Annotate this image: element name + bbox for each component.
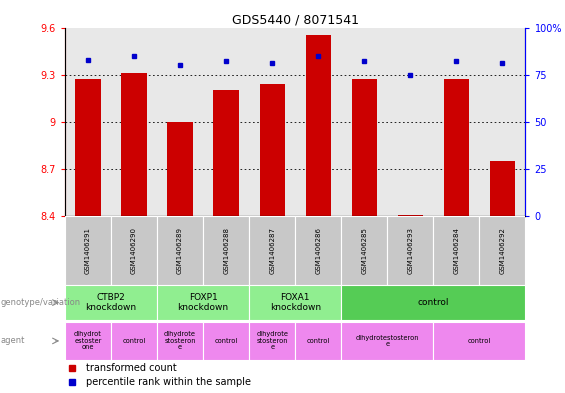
Text: GSM1406284: GSM1406284 bbox=[453, 227, 459, 274]
Text: transformed count: transformed count bbox=[86, 364, 176, 373]
Text: control: control bbox=[215, 338, 238, 344]
Text: dihydrot
estoster
one: dihydrot estoster one bbox=[74, 331, 102, 351]
Bar bbox=[249, 285, 341, 320]
Bar bbox=[65, 216, 111, 285]
Text: GSM1406291: GSM1406291 bbox=[85, 227, 91, 274]
Bar bbox=[75, 79, 101, 216]
Text: dihydrote
stosteron
e: dihydrote stosteron e bbox=[256, 331, 288, 351]
Text: GSM1406287: GSM1406287 bbox=[269, 227, 275, 274]
Bar bbox=[341, 322, 433, 360]
Text: GSM1406288: GSM1406288 bbox=[223, 227, 229, 274]
Text: control: control bbox=[123, 338, 146, 344]
Bar bbox=[479, 216, 525, 285]
Text: dihydrote
stosteron
e: dihydrote stosteron e bbox=[164, 331, 196, 351]
Text: FOXP1
knockdown: FOXP1 knockdown bbox=[177, 293, 229, 312]
Bar bbox=[341, 285, 525, 320]
Text: GSM1406285: GSM1406285 bbox=[361, 227, 367, 274]
Bar bbox=[398, 215, 423, 216]
Text: GSM1406290: GSM1406290 bbox=[131, 227, 137, 274]
Text: GSM1406293: GSM1406293 bbox=[407, 227, 414, 274]
Text: control: control bbox=[418, 298, 449, 307]
Bar bbox=[490, 161, 515, 216]
Text: GSM1406289: GSM1406289 bbox=[177, 227, 183, 274]
Bar bbox=[259, 84, 285, 216]
Title: GDS5440 / 8071541: GDS5440 / 8071541 bbox=[232, 13, 359, 26]
Bar bbox=[341, 216, 388, 285]
Bar bbox=[433, 322, 525, 360]
Bar bbox=[157, 285, 249, 320]
Bar bbox=[203, 216, 249, 285]
Bar bbox=[167, 122, 193, 216]
Bar bbox=[157, 216, 203, 285]
Bar bbox=[111, 322, 157, 360]
Bar bbox=[444, 79, 469, 216]
Bar bbox=[249, 216, 295, 285]
Text: FOXA1
knockdown: FOXA1 knockdown bbox=[270, 293, 321, 312]
Bar bbox=[388, 216, 433, 285]
Bar bbox=[306, 35, 331, 216]
Text: GSM1406286: GSM1406286 bbox=[315, 227, 321, 274]
Bar bbox=[249, 322, 295, 360]
Text: agent: agent bbox=[1, 336, 25, 345]
Bar bbox=[111, 216, 157, 285]
Bar bbox=[203, 322, 249, 360]
Bar bbox=[65, 322, 111, 360]
Text: percentile rank within the sample: percentile rank within the sample bbox=[86, 377, 251, 387]
Bar bbox=[295, 322, 341, 360]
Bar bbox=[65, 285, 157, 320]
Text: genotype/variation: genotype/variation bbox=[1, 298, 81, 307]
Text: control: control bbox=[468, 338, 491, 344]
Text: control: control bbox=[307, 338, 330, 344]
Bar bbox=[351, 79, 377, 216]
Text: GSM1406292: GSM1406292 bbox=[499, 227, 506, 274]
Bar bbox=[433, 216, 479, 285]
Bar bbox=[295, 216, 341, 285]
Text: CTBP2
knockdown: CTBP2 knockdown bbox=[85, 293, 137, 312]
Bar bbox=[157, 322, 203, 360]
Bar bbox=[121, 73, 147, 216]
Text: dihydrotestosteron
e: dihydrotestosteron e bbox=[355, 335, 419, 347]
Bar bbox=[214, 90, 239, 216]
